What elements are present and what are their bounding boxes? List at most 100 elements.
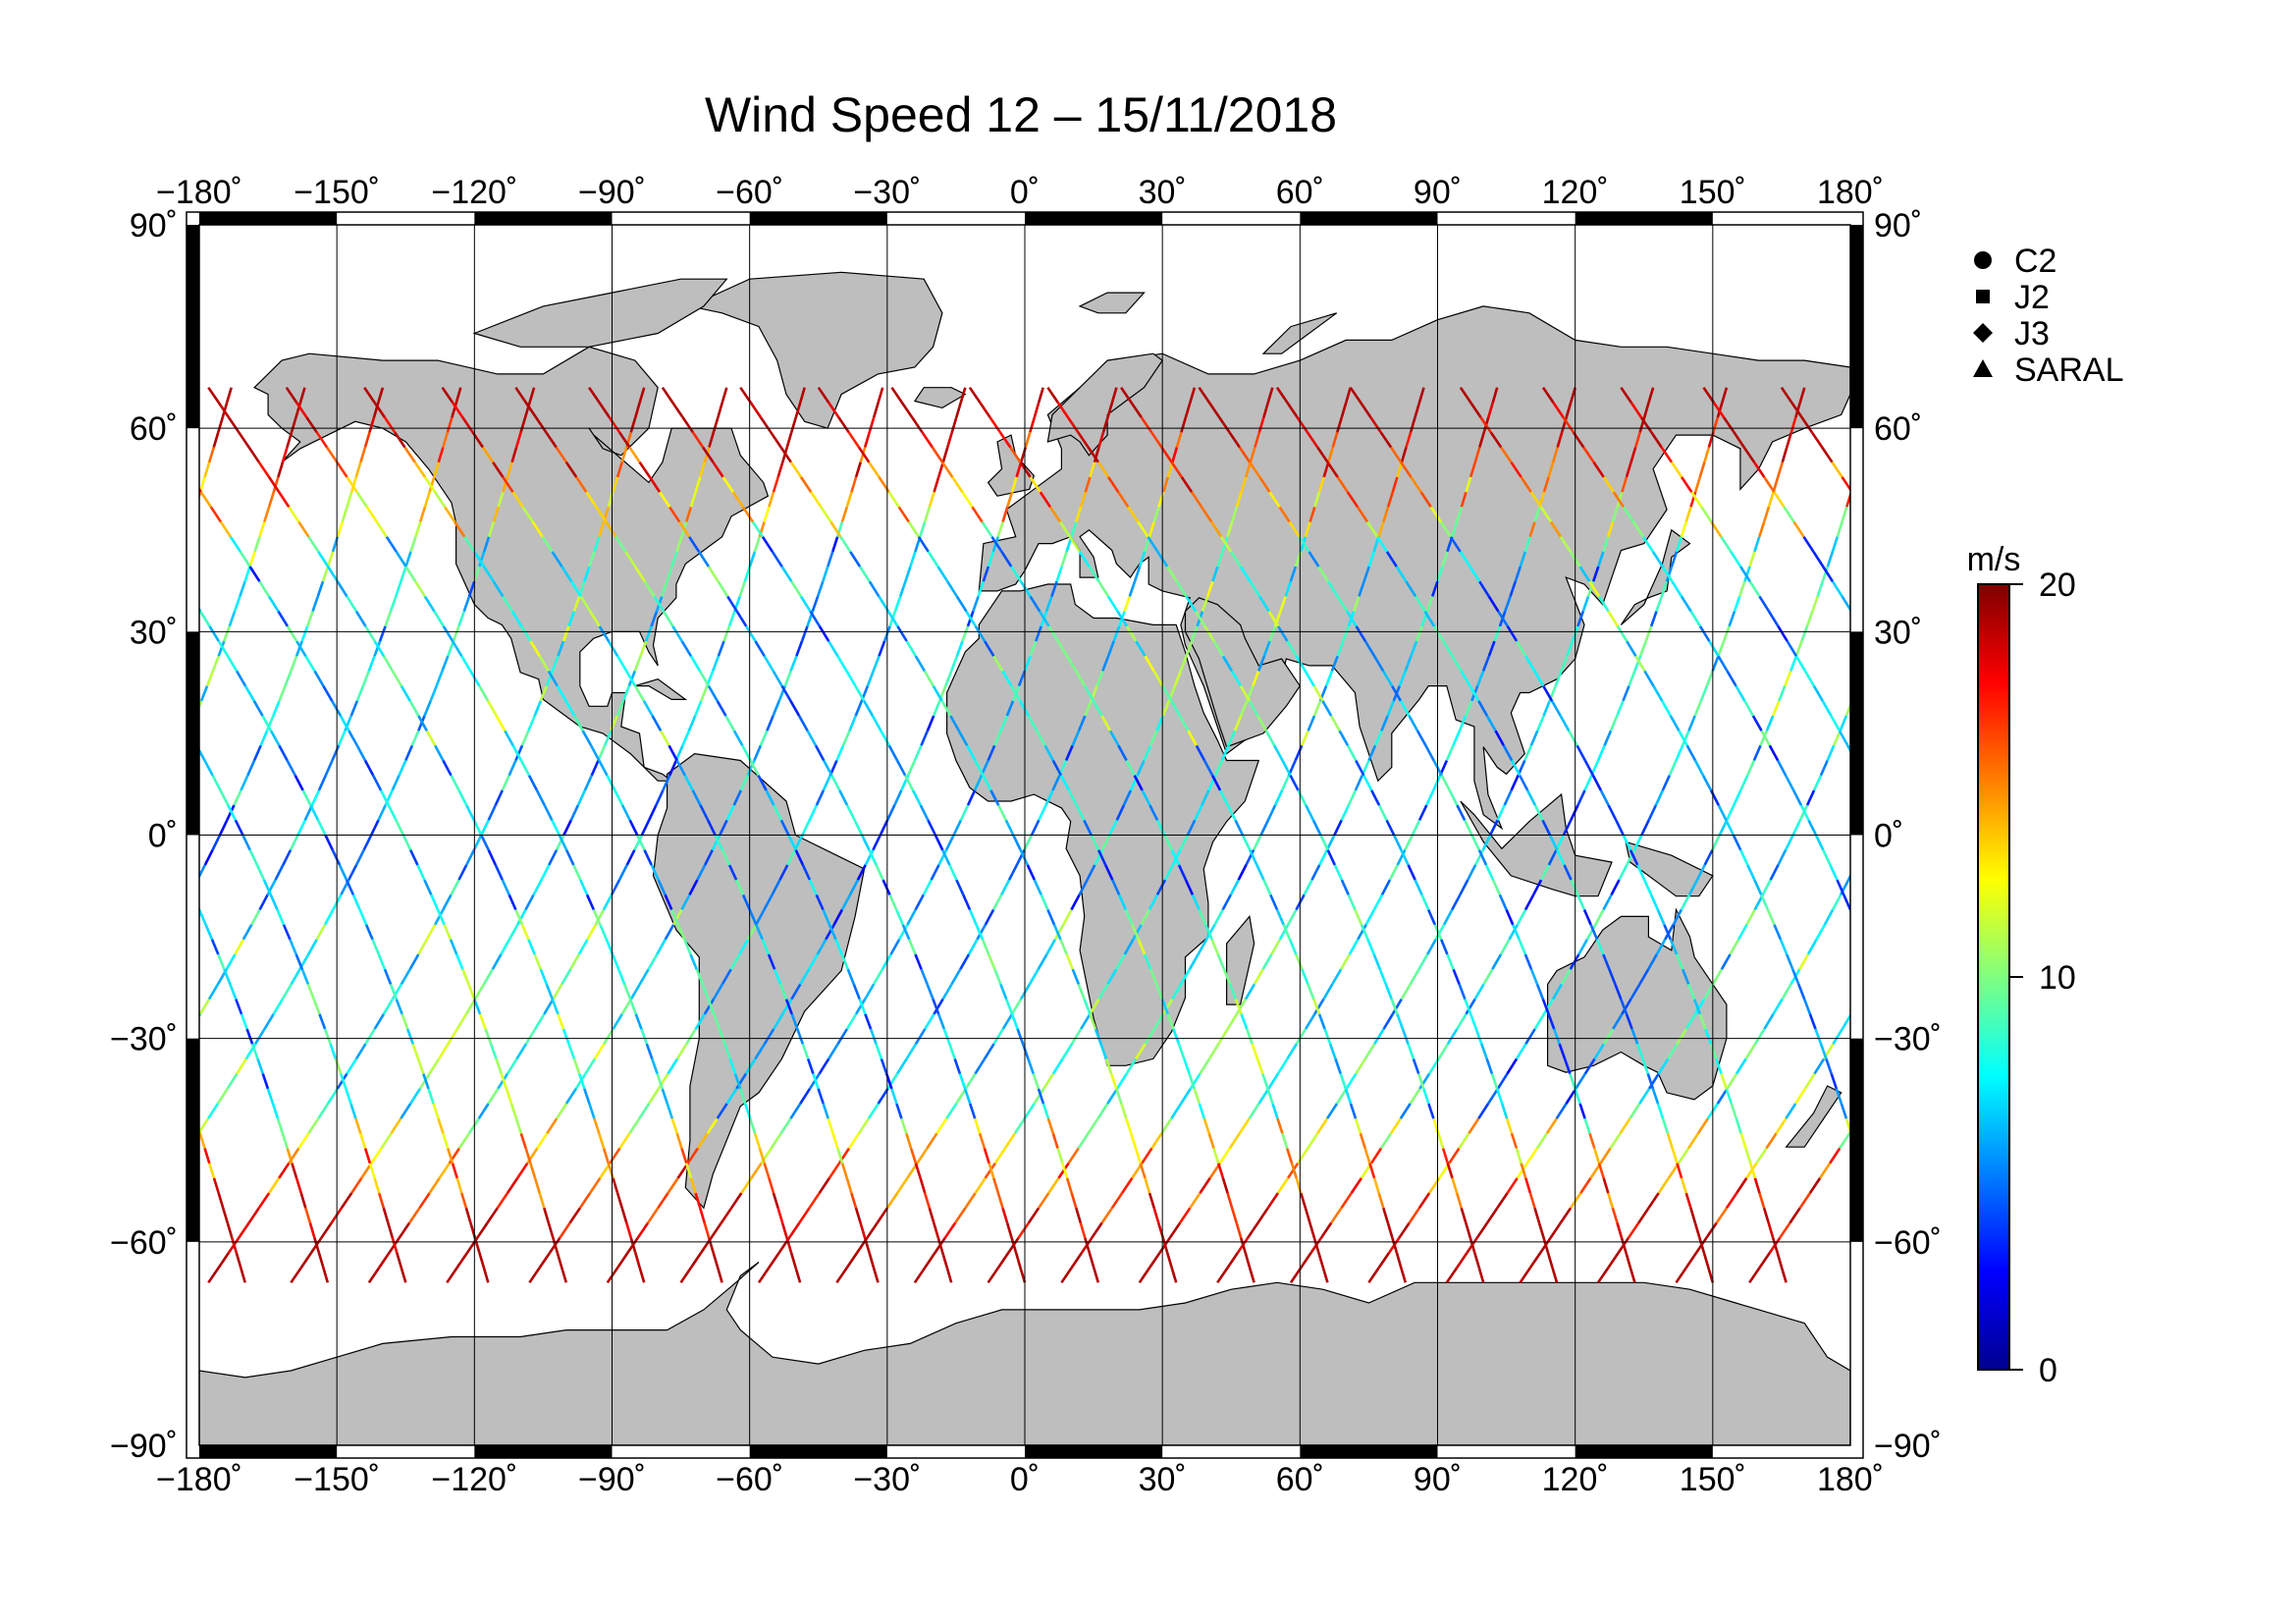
track-segment bbox=[2086, 745, 2094, 760]
track-segment bbox=[2204, 1238, 2208, 1253]
track-segment bbox=[2081, 1178, 2091, 1193]
track-segment bbox=[1214, 759, 1224, 777]
track-segment bbox=[2177, 1149, 2182, 1163]
track-segment bbox=[2230, 1074, 2235, 1089]
track-segment bbox=[1324, 670, 1334, 687]
track-segment bbox=[528, 387, 536, 404]
track-segment bbox=[1410, 640, 1418, 657]
track-segment bbox=[621, 685, 631, 702]
track-segment bbox=[454, 387, 462, 404]
track-segment bbox=[320, 1221, 333, 1239]
track-segment bbox=[1336, 416, 1344, 433]
track-segment bbox=[288, 506, 300, 523]
track-desc-1 bbox=[119, 386, 1850, 1283]
track-segment bbox=[1758, 521, 1766, 538]
track-segment bbox=[1684, 506, 1692, 522]
track-segment bbox=[1070, 521, 1078, 538]
track-segment bbox=[492, 506, 500, 522]
track-segment bbox=[212, 1177, 220, 1194]
track-segment bbox=[1872, 522, 1882, 537]
track-segment bbox=[712, 1252, 720, 1269]
track-segment bbox=[11, 581, 16, 596]
track-segment bbox=[211, 834, 222, 851]
track-segment bbox=[1304, 521, 1311, 538]
track-segment bbox=[1711, 655, 1720, 672]
track-desc-0 bbox=[11, 386, 1870, 1283]
track-asc-10 bbox=[987, 387, 1425, 1284]
land-indonesia bbox=[1460, 792, 1613, 897]
track-segment bbox=[455, 1177, 463, 1194]
track-segment bbox=[2149, 1193, 2159, 1208]
track-segment bbox=[1759, 730, 1769, 746]
track-segment bbox=[1028, 968, 1040, 986]
track-segment bbox=[1515, 1043, 1527, 1060]
track-segment bbox=[1609, 1132, 1622, 1150]
track-segment bbox=[1865, 1178, 1870, 1193]
track-segment bbox=[103, 745, 110, 760]
track-asc-19 bbox=[144, 387, 2020, 1284]
track-segment bbox=[2200, 850, 2208, 865]
track-segment bbox=[543, 998, 555, 1015]
track-segment bbox=[1266, 387, 1274, 404]
track-segment bbox=[2014, 671, 2020, 685]
track-segment bbox=[1362, 566, 1370, 582]
track-segment bbox=[933, 998, 944, 1015]
track-segment bbox=[1585, 924, 1597, 941]
track-segment bbox=[647, 1207, 660, 1224]
track-segment bbox=[561, 1028, 570, 1045]
track-segment bbox=[235, 670, 247, 687]
track-segment bbox=[87, 925, 95, 940]
track-segment bbox=[1930, 612, 1939, 626]
track-segment bbox=[252, 700, 264, 717]
track-segment bbox=[1468, 461, 1477, 478]
track-segment bbox=[568, 1207, 581, 1224]
track-segment bbox=[1122, 789, 1133, 806]
track-segment bbox=[954, 1207, 967, 1224]
track-segment bbox=[1569, 953, 1580, 970]
track-segment bbox=[1506, 1177, 1519, 1194]
track-segment bbox=[1110, 1192, 1124, 1210]
track-segment bbox=[1639, 416, 1653, 434]
track-segment bbox=[1723, 416, 1735, 434]
track-segment bbox=[110, 730, 116, 745]
track-segment bbox=[2032, 790, 2040, 805]
track-desc-4 bbox=[199, 386, 2208, 1283]
track-segment bbox=[119, 745, 127, 760]
track-segment bbox=[1547, 849, 1558, 866]
track-segment bbox=[465, 849, 476, 866]
track-segment bbox=[1135, 1043, 1147, 1060]
track-segment bbox=[2044, 776, 2051, 790]
track-segment bbox=[1607, 610, 1620, 627]
track-segment bbox=[223, 625, 232, 642]
track-segment bbox=[1445, 744, 1455, 762]
track-segment bbox=[2054, 1014, 2059, 1029]
track-segment bbox=[1962, 1238, 1972, 1253]
track-segment bbox=[2053, 1268, 2057, 1282]
track-segment bbox=[1772, 998, 1784, 1015]
track-segment bbox=[1651, 551, 1664, 568]
track-segment bbox=[519, 1132, 527, 1149]
track-segment bbox=[322, 684, 334, 702]
track-segment bbox=[612, 1177, 619, 1194]
track-segment bbox=[500, 939, 511, 955]
track-segment bbox=[2163, 448, 2168, 462]
track-segment bbox=[226, 1072, 239, 1090]
track-segment bbox=[955, 1088, 967, 1105]
track-segment bbox=[409, 849, 419, 866]
track-segment bbox=[11, 701, 20, 716]
track-segment bbox=[473, 983, 486, 1001]
track-segment bbox=[914, 893, 925, 911]
track-segment bbox=[144, 1089, 154, 1104]
track-segment bbox=[689, 1252, 703, 1269]
track-segment bbox=[2125, 1000, 2131, 1014]
track-segment bbox=[694, 1013, 707, 1030]
track-segment bbox=[790, 983, 802, 1001]
track-segment bbox=[1690, 491, 1703, 509]
track-segment bbox=[1848, 909, 1850, 913]
track-segment bbox=[1061, 1043, 1074, 1060]
track-segment bbox=[2037, 790, 2044, 805]
track-segment bbox=[267, 491, 276, 508]
track-segment bbox=[1805, 789, 1816, 806]
track-segment bbox=[368, 416, 376, 433]
track-segment bbox=[1051, 775, 1061, 791]
